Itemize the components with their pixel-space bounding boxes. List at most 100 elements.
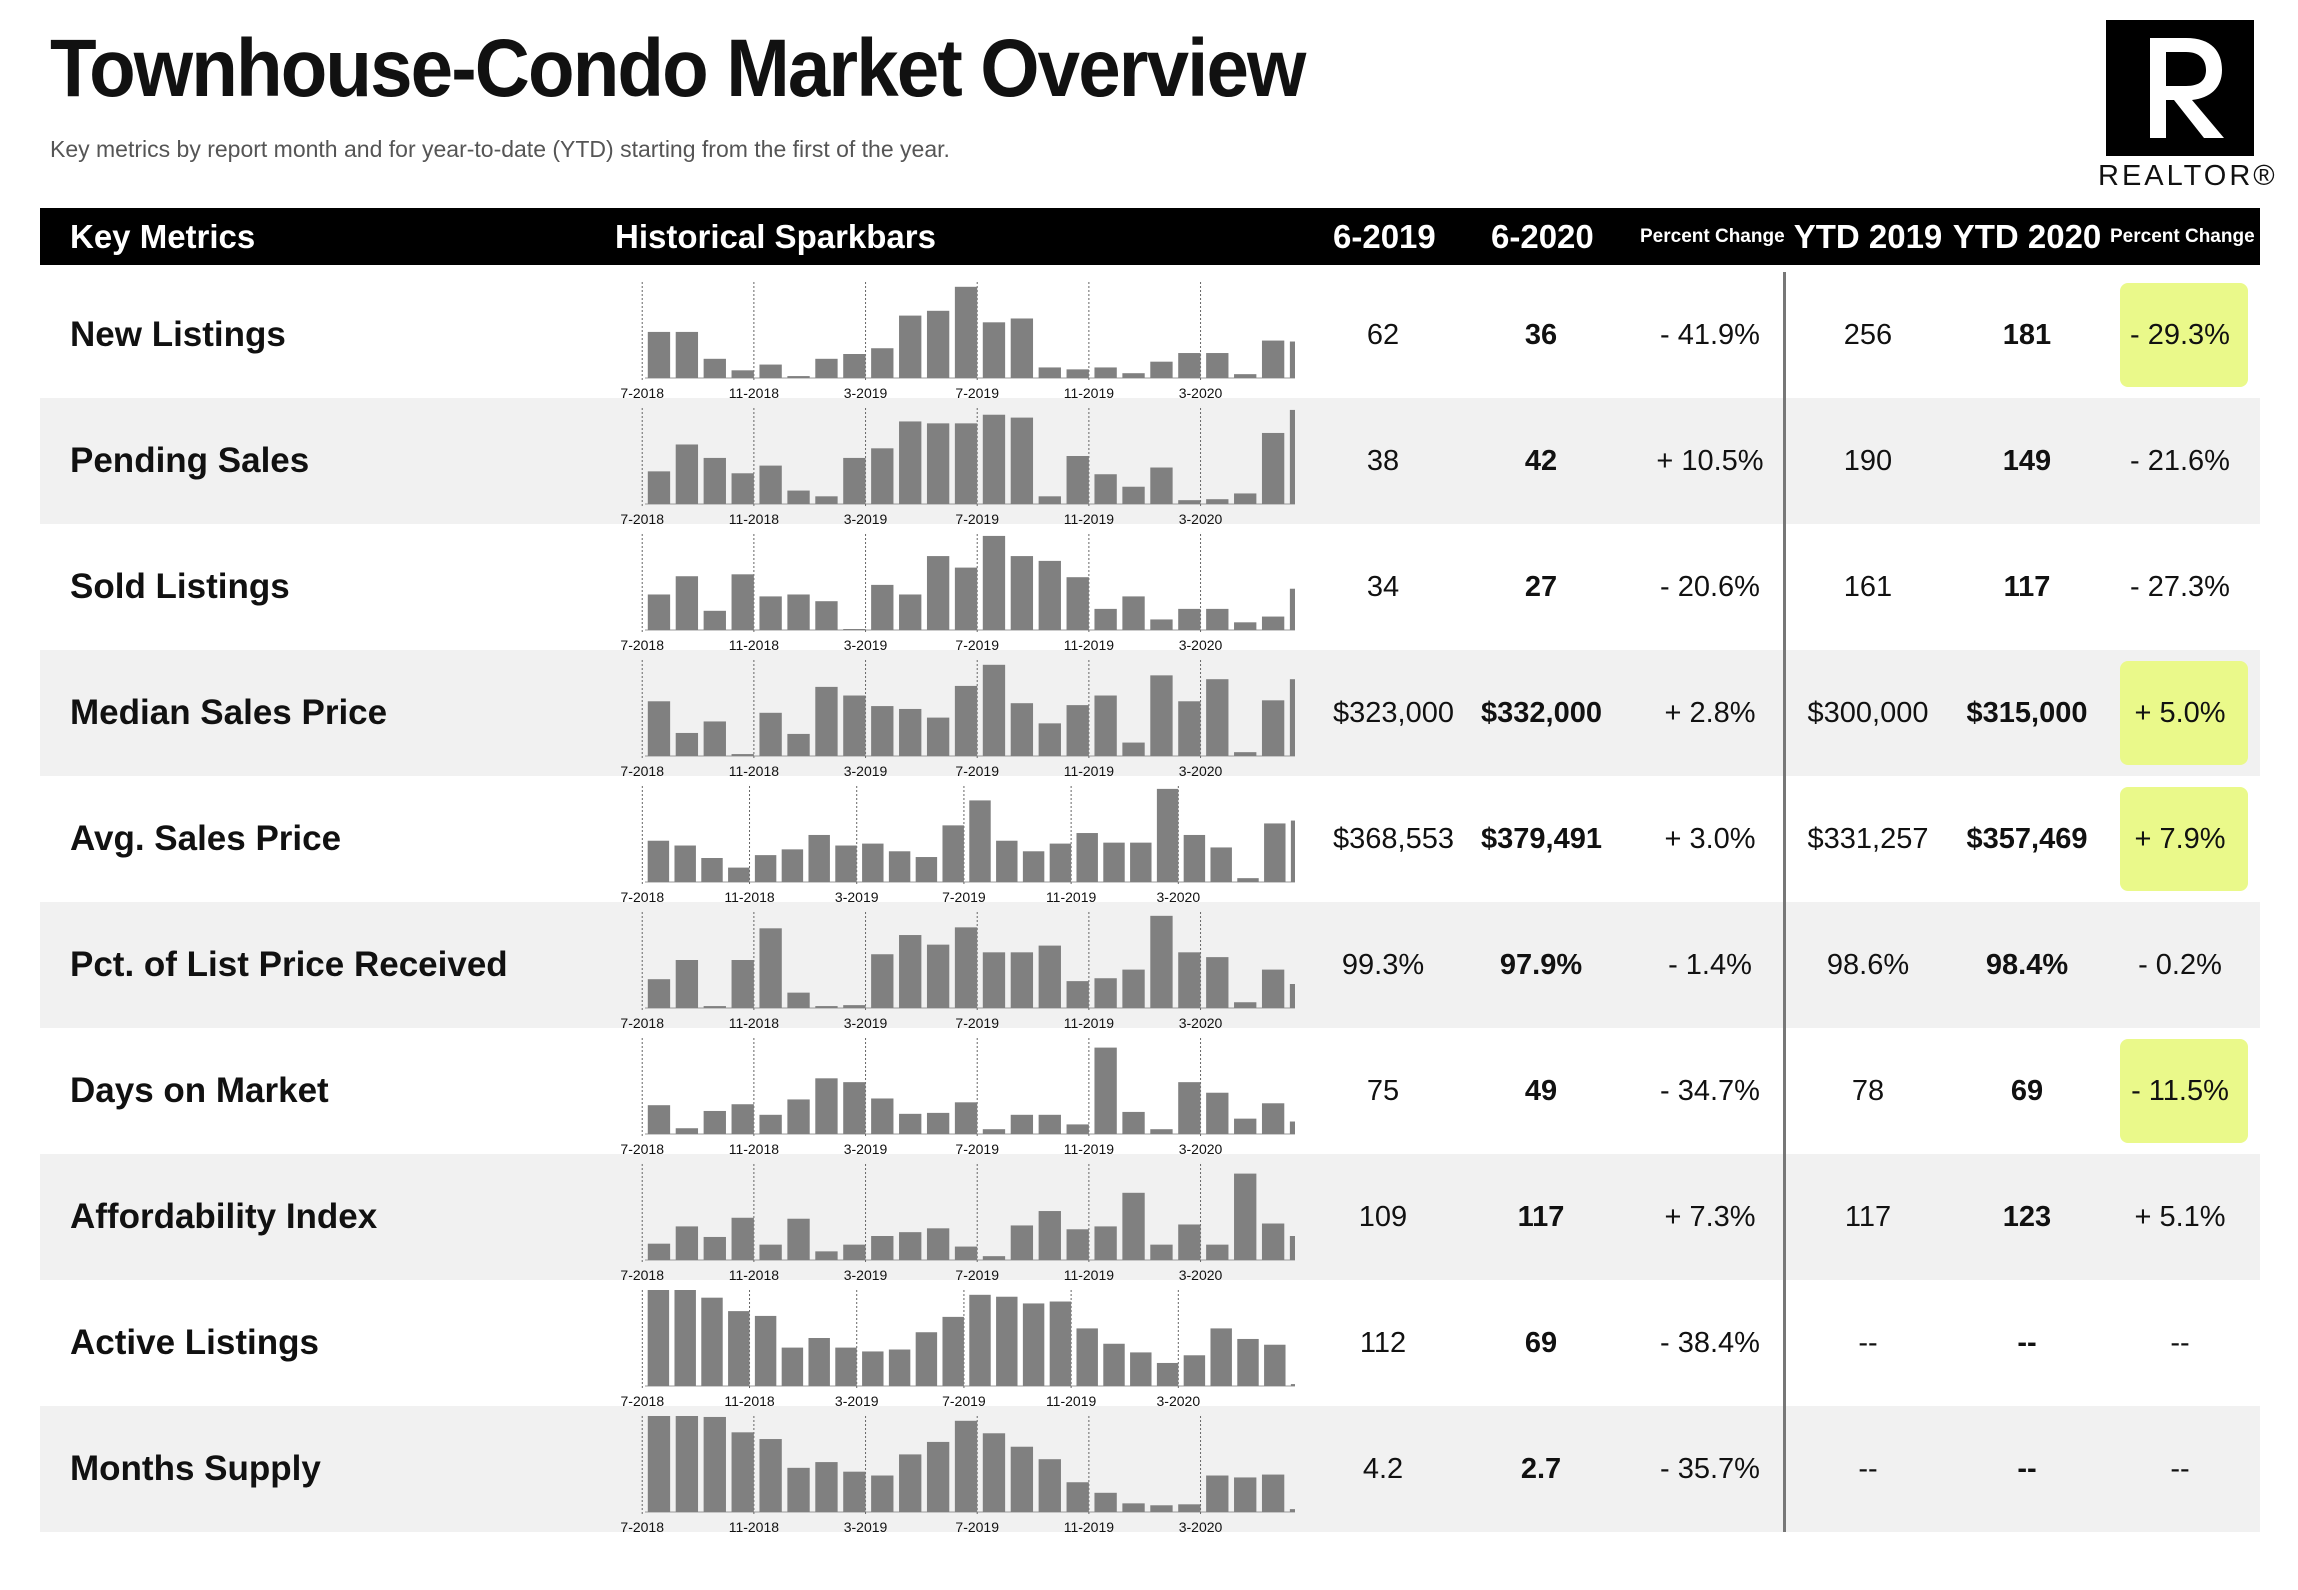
sparkbar-tick-label: 3-2019 [844, 1015, 888, 1028]
sparkbar [1261, 432, 1285, 504]
sparkbar [675, 732, 699, 756]
ytd-pct-change: -- [2170, 1327, 2190, 1359]
sparkbar [1234, 622, 1257, 630]
sparkbar [728, 867, 750, 882]
sparkbar [1206, 499, 1229, 504]
sparkbar [647, 471, 671, 504]
sparkbar [1066, 705, 1089, 756]
sparkbar-tick-label: 7-2019 [942, 889, 986, 902]
sparkbar [703, 721, 726, 756]
ytd-2020: 69 [2010, 1075, 2044, 1107]
sparkbar-tick-label: 11-2019 [1064, 637, 1115, 650]
sparkbar [703, 1110, 726, 1134]
sparkbar [1237, 878, 1259, 882]
sparkbar-tick-label: 11-2019 [1064, 1519, 1115, 1532]
sparkbar [982, 535, 1006, 630]
sparkbar [1183, 834, 1206, 882]
sparkbar [647, 1290, 670, 1386]
sparkbar [996, 1296, 1018, 1386]
sparkbar [1289, 679, 1295, 756]
sparkbar-tick-label: 7-2018 [620, 1519, 664, 1532]
pct-change: - 35.7% [1660, 1453, 1760, 1485]
sparkbar [1234, 493, 1257, 504]
pct-change: + 10.5% [1656, 445, 1764, 477]
ytd-2019: -- [1858, 1453, 1878, 1485]
sparkbar-tick-label: 3-2020 [1179, 637, 1223, 650]
sparkbar [1010, 417, 1034, 504]
ytd-2020: -- [2017, 1453, 2037, 1485]
sparkbar [899, 1232, 922, 1260]
value-6-2019: $368,553 [1333, 823, 1454, 855]
sparkbar [675, 1128, 699, 1134]
sparkbar [982, 322, 1006, 378]
sparkbar [1122, 742, 1145, 756]
sparkbar [1038, 560, 1061, 630]
sparkbar [1038, 367, 1061, 378]
sparkbar [647, 1105, 671, 1134]
sparkbar [1210, 847, 1232, 882]
sparkbar-chart: 7-2018 11-2018 3-2019 7-2019 11-2019 3-2020 [595, 398, 1325, 524]
sparkbar [982, 952, 1006, 1008]
sparkbar-chart: 7-2018 11-2018 3-2019 7-2019 11-2019 3-2020 [595, 1028, 1325, 1154]
sparkbar-tick-label: 3-2020 [1179, 1267, 1223, 1280]
ytd-2020: 181 [2002, 319, 2052, 351]
sparkbar [675, 1226, 699, 1260]
sparkbar [843, 354, 866, 378]
sparkbar-tick-label: 11-2018 [724, 1393, 775, 1406]
sparkbar [1206, 1244, 1229, 1260]
sparkbar-chart: 7-2018 11-2018 3-2019 7-2019 11-2019 3-2020 [595, 272, 1325, 398]
ytd-divider [1783, 272, 1786, 1532]
sparkbar [1289, 1236, 1295, 1260]
metric-label: Affordability Index [70, 1197, 378, 1236]
ytd-2020: $357,469 [1966, 823, 2088, 855]
ytd-pct-change: + 5.0% [2134, 697, 2226, 729]
sparkbar [1178, 500, 1201, 504]
sparkbar [781, 849, 804, 882]
sparkbar-svg: 7-2018 11-2018 3-2019 7-2019 11-2019 3-2020 [620, 282, 1295, 398]
sparkbar-chart: 7-2018 11-2018 3-2019 7-2019 11-2019 3-2020 [595, 1280, 1325, 1406]
sparkbar-tick-label: 11-2019 [1064, 1015, 1115, 1028]
sparkbar [1010, 556, 1034, 630]
sparkbar [871, 1236, 894, 1260]
sparkbar-svg: 7-2018 11-2018 3-2019 7-2019 11-2019 3-2020 [621, 1290, 1295, 1406]
sparkbar-svg: 7-2018 11-2018 3-2019 7-2019 11-2019 3-2020 [620, 534, 1295, 650]
sparkbar [926, 1112, 950, 1134]
sparkbar [1234, 1002, 1257, 1008]
sparkbar-tick-label: 7-2018 [620, 1015, 664, 1028]
header-period2: 6-2020 [1491, 218, 1594, 255]
sparkbar [731, 1432, 754, 1512]
sparkbar [871, 954, 894, 1008]
sparkbar-tick-label: 11-2019 [1064, 385, 1115, 398]
sparkbar-tick-label: 3-2020 [1179, 1519, 1223, 1532]
sparkbar-tick-label: 11-2019 [1064, 511, 1115, 524]
sparkbar [754, 1315, 777, 1386]
sparkbar-tick-label: 11-2018 [729, 511, 780, 524]
sparkbar [1076, 1328, 1098, 1386]
sparkbar [815, 601, 838, 630]
sparkbar [1289, 1121, 1295, 1134]
sparkbar [1066, 456, 1089, 504]
sparkbar [787, 1218, 810, 1260]
sparkbar-chart: 7-2018 11-2018 3-2019 7-2019 11-2019 3-2020 [595, 902, 1325, 1028]
sparkbar-tick-label: 7-2019 [955, 763, 999, 776]
value-6-2019: 4.2 [1362, 1453, 1404, 1485]
sparkbar [1150, 619, 1173, 630]
sparkbar [1049, 1301, 1072, 1386]
sparkbar [1234, 752, 1257, 756]
metric-label: Pct. of List Price Received [70, 945, 508, 984]
sparkbar-tick-label: 7-2019 [955, 511, 999, 524]
sparkbar [1122, 373, 1145, 378]
sparkbar [954, 685, 978, 756]
sparkbar-tick-label: 7-2019 [942, 1393, 986, 1406]
metric-label: Median Sales Price [70, 693, 388, 732]
sparkbar [1261, 700, 1285, 756]
sparkbar [1103, 842, 1125, 882]
sparkbar [1122, 1192, 1145, 1260]
sparkbar [1261, 1474, 1285, 1512]
sparkbar [969, 800, 991, 882]
sparkbar [731, 1217, 754, 1260]
sparkbar [982, 664, 1006, 756]
table-row: Avg. Sales Price $368,553 $379,491 + 3.0% $3… [40, 776, 2260, 902]
sparkbar-tick-label: 7-2019 [955, 1141, 999, 1154]
sparkbar [835, 845, 857, 882]
